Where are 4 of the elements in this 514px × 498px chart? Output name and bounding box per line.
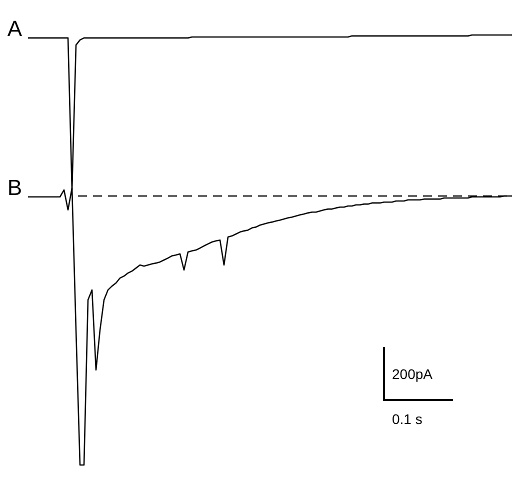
series-label: A [7, 16, 22, 41]
annotation: 200pA [392, 366, 432, 382]
series-label: B [7, 174, 22, 200]
annotation: 0.1 s [392, 411, 422, 427]
